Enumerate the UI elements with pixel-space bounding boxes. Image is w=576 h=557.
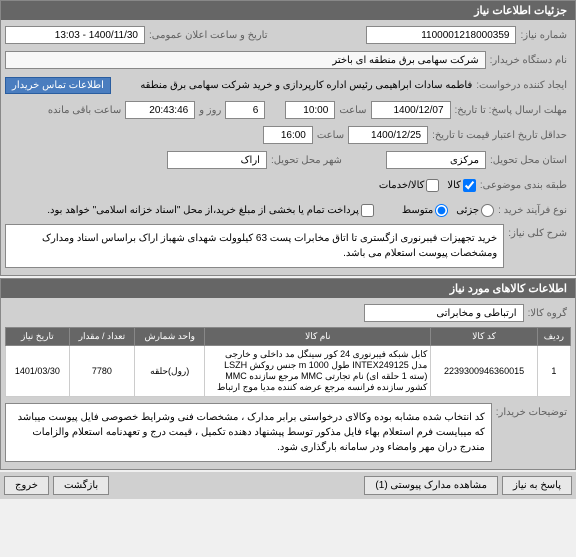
- goods-panel: اطلاعات کالاهای مورد نیاز گروه کالا: ارت…: [0, 278, 576, 470]
- pay-note-option[interactable]: پرداخت تمام یا بخشی از مبلغ خرید،از محل …: [47, 204, 374, 217]
- announce-label: تاریخ و ساعت اعلان عمومی:: [145, 30, 272, 41]
- buy-motavaset-radio[interactable]: [435, 204, 448, 217]
- panel2-body: گروه کالا: ارتباطی و مخابراتی ردیف کد کا…: [1, 298, 575, 469]
- deadline-date: 1400/12/07: [371, 101, 451, 119]
- validity-time: 16:00: [263, 126, 313, 144]
- contact-button[interactable]: اطلاعات تماس خریدار: [5, 77, 111, 94]
- table-row: 1 2239300946360015 کابل شبکه فیبرنوری 24…: [6, 346, 571, 397]
- col-date: تاریخ نیاز: [6, 328, 70, 346]
- col-unit: واحد شمارش: [135, 328, 205, 346]
- buyer-notes-box: کد انتخاب شده مشابه بوده وکالای درخواستی…: [5, 403, 492, 462]
- buy-motavaset-option[interactable]: متوسط: [402, 204, 448, 217]
- city-field: اراک: [167, 151, 267, 169]
- deadline-label: مهلت ارسال پاسخ: تا تاریخ:: [451, 105, 571, 116]
- goods-group-label: گروه کالا:: [524, 308, 571, 319]
- cell-unit: (رول)حلقه: [135, 346, 205, 397]
- need-desc-label: شرح کلی نیاز:: [504, 224, 571, 239]
- buy-jozi-radio[interactable]: [481, 204, 494, 217]
- topic-label: طبقه بندی موضوعی:: [476, 180, 571, 191]
- cell-code: 2239300946360015: [431, 346, 537, 397]
- creator-value: فاطمه سادات ابراهیمی رئیس اداره کارپرداز…: [111, 80, 472, 91]
- need-number-field: 1100001218000359: [366, 26, 516, 44]
- buy-type-label: نوع فرآیند خرید :: [494, 205, 571, 216]
- saat-label-1: ساعت: [335, 105, 370, 116]
- remaining-label: ساعت باقی مانده: [44, 105, 125, 116]
- col-code: کد کالا: [431, 328, 537, 346]
- org-label: نام دستگاه خریدار:: [486, 55, 571, 66]
- cell-num: 1: [537, 346, 570, 397]
- announce-field: 1400/11/30 - 13:03: [5, 26, 145, 44]
- col-row: ردیف: [537, 328, 570, 346]
- col-name: نام کالا: [205, 328, 431, 346]
- deadline-time: 10:00: [285, 101, 335, 119]
- col-qty: تعداد / مقدار: [69, 328, 134, 346]
- goods-group-field: ارتباطی و مخابراتی: [364, 304, 524, 322]
- cell-date: 1401/03/30: [6, 346, 70, 397]
- attachments-button[interactable]: مشاهده مدارک پیوستی (1): [364, 476, 498, 495]
- topic-khadamat-option[interactable]: کالا/خدمات: [379, 179, 440, 192]
- validity-date: 1400/12/25: [348, 126, 428, 144]
- province-field: مرکزی: [386, 151, 486, 169]
- response-button[interactable]: پاسخ به نیاز: [502, 476, 572, 495]
- buyer-notes-label: توضیحات خریدار:: [492, 403, 571, 418]
- footer-buttons: پاسخ به نیاز مشاهده مدارک پیوستی (1) باز…: [0, 472, 576, 499]
- topic-kala-checkbox[interactable]: [463, 179, 476, 192]
- days-label: روز و: [195, 105, 225, 116]
- topic-khadamat-checkbox[interactable]: [426, 179, 439, 192]
- time-remaining: 20:43:46: [125, 101, 195, 119]
- need-desc-box: خرید تجهیزات فیبرنوری ازگستری تا اتاق مخ…: [5, 224, 504, 268]
- panel1-body: شماره نیاز: 1100001218000359 تاریخ و ساع…: [1, 20, 575, 275]
- return-button[interactable]: بازگشت: [53, 476, 109, 495]
- need-number-label: شماره نیاز:: [516, 30, 571, 41]
- days-remaining: 6: [225, 101, 265, 119]
- validity-label: حداقل تاریخ اعتبار قیمت تا تاریخ:: [428, 130, 571, 141]
- need-info-panel: جزئیات اطلاعات نیاز شماره نیاز: 11000012…: [0, 0, 576, 276]
- topic-kala-option[interactable]: کالا: [447, 179, 476, 192]
- city-label: شهر محل تحویل:: [267, 155, 346, 166]
- pay-note-checkbox[interactable]: [361, 204, 374, 217]
- exit-button[interactable]: خروج: [4, 476, 49, 495]
- cell-qty: 7780: [69, 346, 134, 397]
- saat-label-2: ساعت: [313, 130, 348, 141]
- province-label: استان محل تحویل:: [486, 155, 571, 166]
- goods-table: ردیف کد کالا نام کالا واحد شمارش تعداد /…: [5, 327, 571, 397]
- creator-label: ایجاد کننده درخواست:: [472, 80, 571, 91]
- panel2-header: اطلاعات کالاهای مورد نیاز: [1, 279, 575, 298]
- cell-name: کابل شبکه فیبرنوری 24 کور سینگل مد داخلی…: [205, 346, 431, 397]
- buy-jozi-option[interactable]: جزئی: [456, 204, 494, 217]
- panel1-header: جزئیات اطلاعات نیاز: [1, 1, 575, 20]
- org-field: شرکت سهامی برق منطقه ای باختر: [5, 51, 486, 69]
